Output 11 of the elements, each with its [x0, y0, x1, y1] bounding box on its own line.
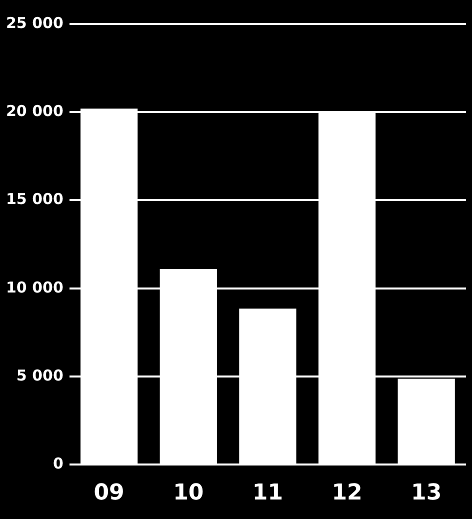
x-tick-label: 10 — [173, 480, 204, 506]
x-tick-label: 09 — [94, 480, 124, 506]
y-tick-label: 5 000 — [16, 366, 64, 384]
y-tick-label: 25 000 — [6, 14, 64, 32]
y-tick-label: 0 — [52, 454, 64, 472]
x-tick-label: 12 — [332, 480, 362, 506]
y-tick-label: 10 000 — [6, 278, 64, 296]
y-tick-label: 15 000 — [6, 190, 64, 208]
y-tick-label: 20 000 — [6, 102, 64, 120]
x-tick-label: 13 — [411, 480, 442, 506]
x-tick-label: 11 — [252, 480, 284, 506]
